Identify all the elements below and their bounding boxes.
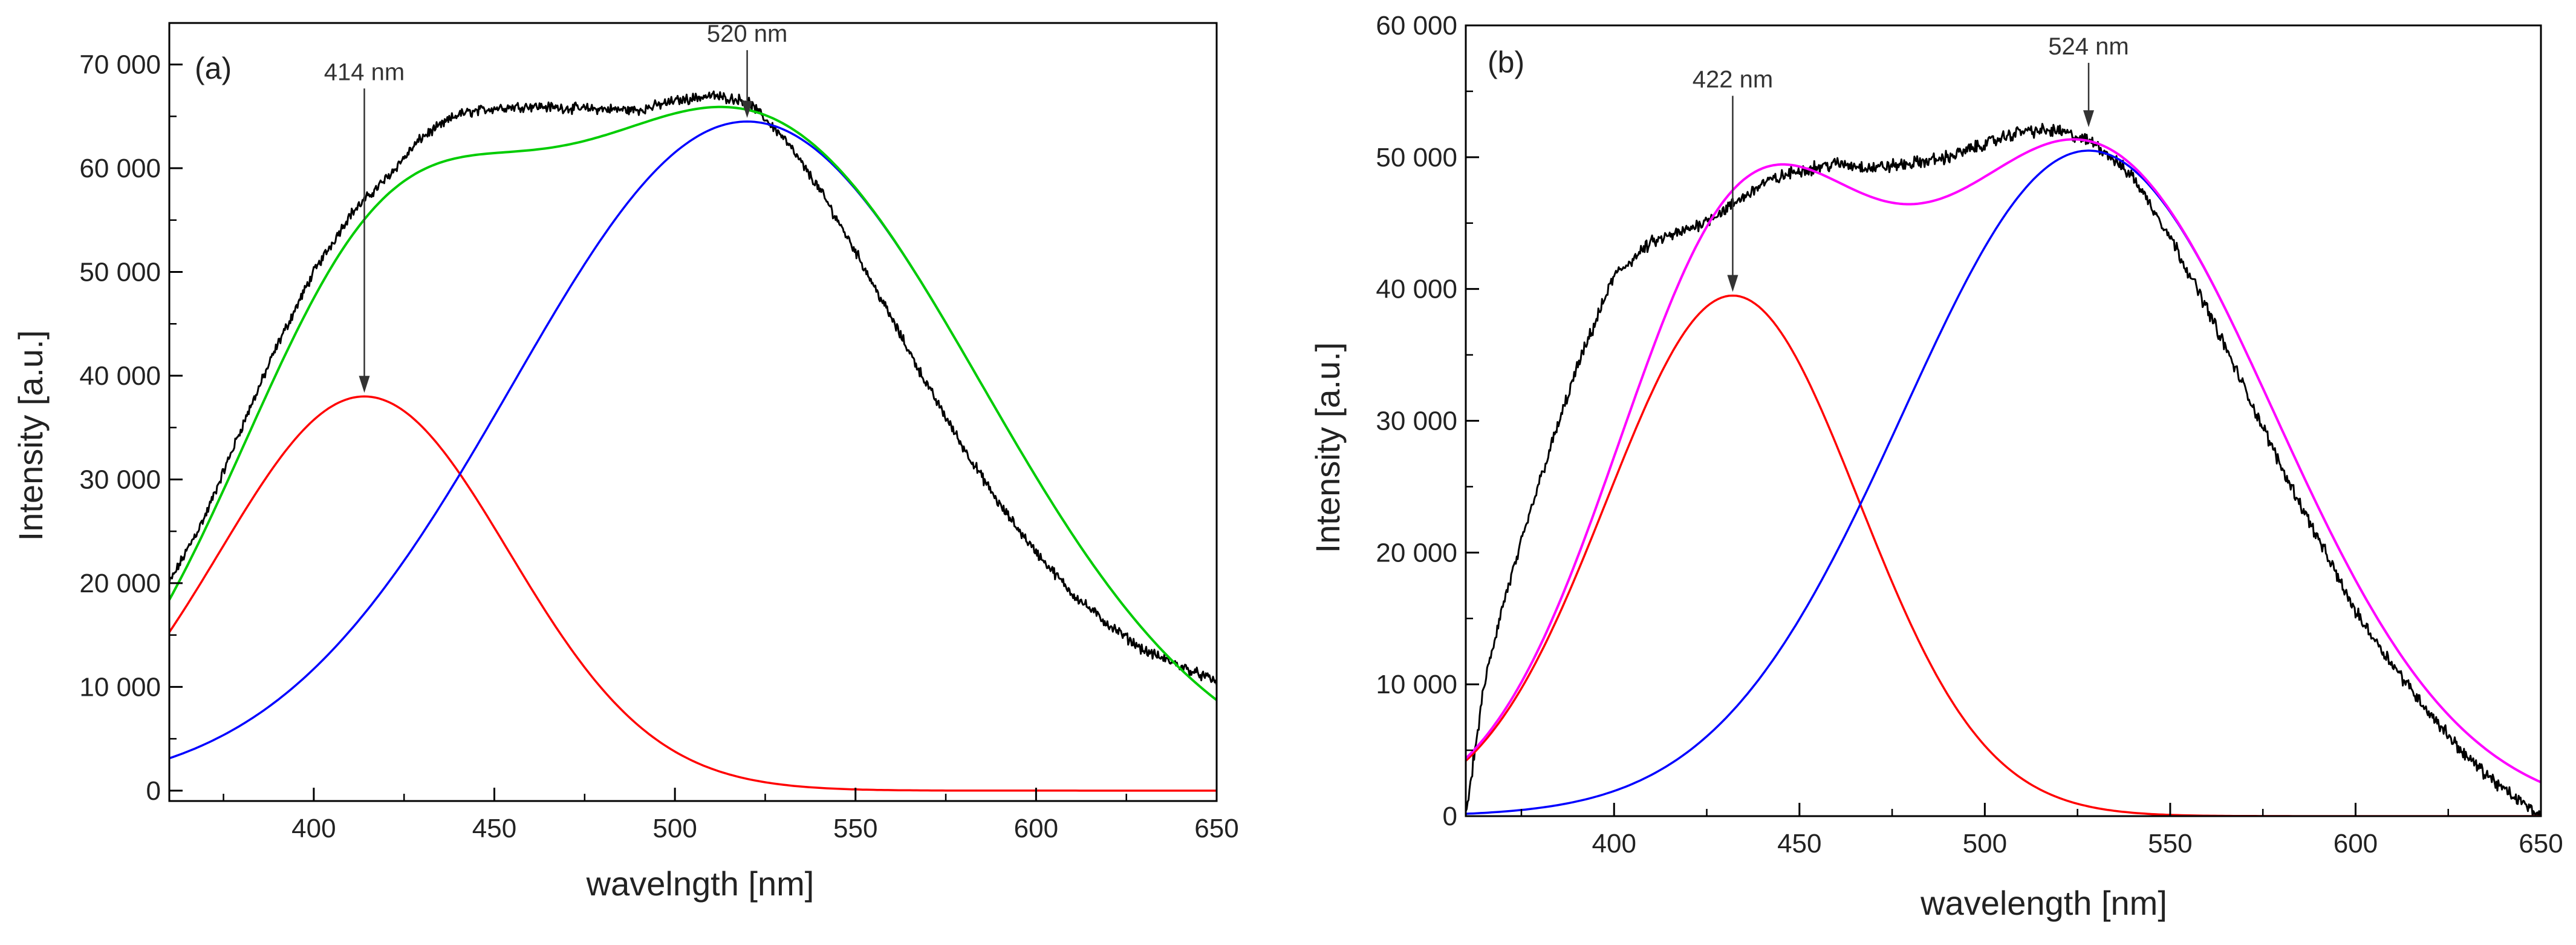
panel-b-x-axis-title: wavelength [nm] [1920,884,2167,922]
peak-annotation-label: 520 nm [707,21,787,47]
panel-b-label: (b) [1488,45,1524,79]
x-tick-label-b: 600 [2334,829,2378,858]
y-tick-label-a: 70 000 [79,50,161,80]
series-b-gaussian-peak-1 [1466,294,2541,816]
panel-b-y-axis-title: Intensity [a.u.] [1309,342,1347,554]
x-tick-label-b: 650 [2519,829,2563,858]
panel-a-y-axis-title: Intensity [a.u.] [11,330,50,541]
y-tick-label-b: 40 000 [1376,275,1457,304]
plot-a: 400 450 500 550 600 650 0 10 000 20 000 30 000 40 … [79,21,1238,843]
peak-arrow-head [2083,110,2095,128]
y-tick-label-a: 10 000 [79,672,161,702]
peak-annotation-label: 524 nm [2048,33,2129,60]
panel-b: (b) wavelength [nm] Intensity [a.u.] [1309,45,2167,922]
x-tick-label-b: 450 [1777,829,1821,858]
peak-annotation-label: 414 nm [324,59,405,85]
plot-b: 400 450 500 550 600 650 0 10 000 20 000 30 000 40 … [1376,11,2563,858]
y-tick-label-b: 10 000 [1376,670,1457,699]
plot-frame-a [168,22,1218,802]
series-b-cumulative-fit [1466,138,2541,783]
y-tick-label-a: 60 000 [79,154,161,183]
x-tick-label-a: 650 [1194,814,1238,843]
series-group-a [169,90,1217,792]
panel-a: (a) wavelngth [nm] Intensity [a.u.] [11,51,814,903]
y-tick-label-b: 50 000 [1376,143,1457,172]
x-tick-label-a: 450 [472,814,516,843]
x-tick-label-a: 600 [1014,814,1058,843]
x-tick-label-b: 400 [1592,829,1636,858]
panel-a-label: (a) [195,51,232,85]
x-tick-label-b: 500 [1963,829,2007,858]
peak-arrow-head [1727,275,1738,292]
y-tick-label-b: 20 000 [1376,538,1457,567]
peak-arrow-head [741,100,753,118]
series-a-cumulative-fit [169,105,1217,701]
series-a-gaussian-peak-1 [169,395,1217,792]
y-tick-label-b: 60 000 [1376,11,1457,41]
series-b-measured-spectrum [1466,123,2541,816]
y-tick-label-a: 30 000 [79,465,161,494]
peak-arrow-head [359,376,370,393]
panel-a-x-axis-title: wavelngth [nm] [586,865,815,903]
peak-annotation-a: 520 nm [707,21,787,118]
peak-annotation-a: 414 nm [324,59,405,393]
peak-annotation-b: 524 nm [2048,33,2129,128]
y-tick-label-a: 0 [146,776,161,806]
y-tick-label-a: 40 000 [79,361,161,391]
x-tick-label-a: 550 [833,814,877,843]
peak-annotation-label: 422 nm [1693,66,1773,93]
x-tick-label-a: 500 [652,814,697,843]
x-tick-label-a: 400 [291,814,336,843]
series-a-gaussian-peak-2 [169,120,1217,760]
y-tick-label-b: 0 [1443,802,1457,831]
series-group-b [1466,123,2541,816]
y-tick-label-b: 30 000 [1376,407,1457,436]
series-a-measured-spectrum [169,90,1217,686]
y-tick-label-a: 20 000 [79,569,161,598]
peak-annotation-b: 422 nm [1693,66,1773,292]
x-tick-label-b: 550 [2148,829,2192,858]
series-b-gaussian-peak-2 [1466,149,2541,815]
y-tick-label-a: 50 000 [79,258,161,287]
